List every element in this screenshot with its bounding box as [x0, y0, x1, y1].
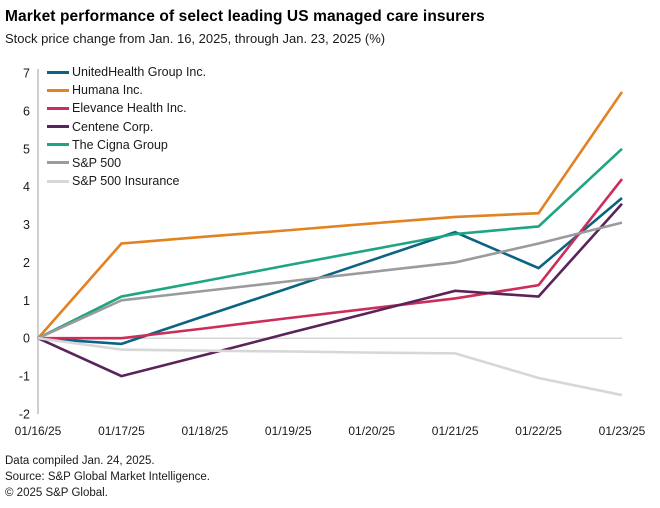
series-line-s-p-500-insurance [37, 336, 623, 397]
series-line-centene-corp [37, 202, 623, 378]
legend-swatch [47, 70, 69, 74]
series-line-elevance-health-inc [38, 178, 624, 340]
page-title: Market performance of select leading US … [5, 8, 485, 25]
legend-swatch [47, 161, 69, 165]
legend-swatch [47, 179, 69, 183]
chart-legend: UnitedHealth Group Inc. Humana Inc. Elevan… [47, 65, 207, 189]
legend-item: Humana Inc. [47, 83, 206, 98]
legend-swatch [47, 125, 69, 129]
y-tick-label: 5 [23, 142, 30, 156]
y-tick-label: 2 [23, 256, 30, 270]
legend-label: S&P 500 Insurance [72, 174, 180, 189]
legend-swatch [47, 106, 69, 110]
x-axis-labels: 01/16/25 01/17/25 01/18/25 01/19/25 01/20/25… [15, 424, 646, 438]
legend-item: The Cigna Group [47, 137, 206, 152]
x-tick-label: 01/23/25 [599, 424, 646, 438]
y-tick-label: -1 [19, 370, 30, 384]
legend-label: Elevance Health Inc. [72, 101, 187, 116]
legend-item: Centene Corp. [47, 119, 206, 134]
y-tick-label: 6 [23, 104, 30, 118]
y-tick-label: 3 [23, 218, 30, 232]
legend-label: UnitedHealth Group Inc. [72, 65, 207, 79]
legend-item: S&P 500 [47, 155, 206, 170]
y-tick-label: -2 [19, 408, 30, 422]
y-tick-label: 7 [23, 67, 30, 81]
x-tick-label: 01/18/25 [181, 424, 228, 438]
chart-footer: Data compiled Jan. 24, 2025. Source: S&P… [5, 453, 210, 501]
x-tick-label: 01/19/25 [265, 424, 312, 438]
x-tick-label: 01/21/25 [432, 424, 479, 438]
footer-compiled-note: Data compiled Jan. 24, 2025. [5, 455, 155, 467]
legend-label: The Cigna Group [72, 137, 168, 152]
legend-label: Humana Inc. [72, 83, 143, 98]
y-axis-labels: 7 6 5 4 3 2 1 0 -1 -2 [19, 67, 30, 422]
legend-label: S&P 500 [72, 155, 122, 170]
series-line-unitedhealth-group-inc [37, 197, 623, 346]
x-tick-label: 01/17/25 [98, 424, 145, 438]
x-tick-label: 01/20/25 [348, 424, 395, 438]
x-tick-label: 01/16/25 [15, 424, 62, 438]
footer-source-note: Source: S&P Global Market Intelligence. [5, 471, 210, 483]
y-tick-label: 4 [23, 180, 30, 194]
x-tick-label: 01/22/25 [515, 424, 562, 438]
series-line-humana-inc [37, 91, 624, 340]
legend-label: Centene Corp. [72, 119, 154, 134]
page-subtitle: Stock price change from Jan. 16, 2025, t… [5, 31, 386, 46]
legend-swatch [47, 143, 69, 147]
legend-swatch [47, 88, 69, 92]
footer-copyright-note: © 2025 S&P Global. [5, 487, 108, 499]
legend-item: S&P 500 Insurance [47, 174, 206, 189]
y-tick-label: 0 [23, 332, 30, 346]
series-line-the-cigna-group [37, 147, 623, 340]
legend-item: Elevance Health Inc. [47, 101, 206, 116]
series-line-s-p-500 [37, 221, 623, 340]
legend-item: UnitedHealth Group Inc. [47, 65, 207, 79]
y-tick-label: 1 [23, 294, 30, 308]
